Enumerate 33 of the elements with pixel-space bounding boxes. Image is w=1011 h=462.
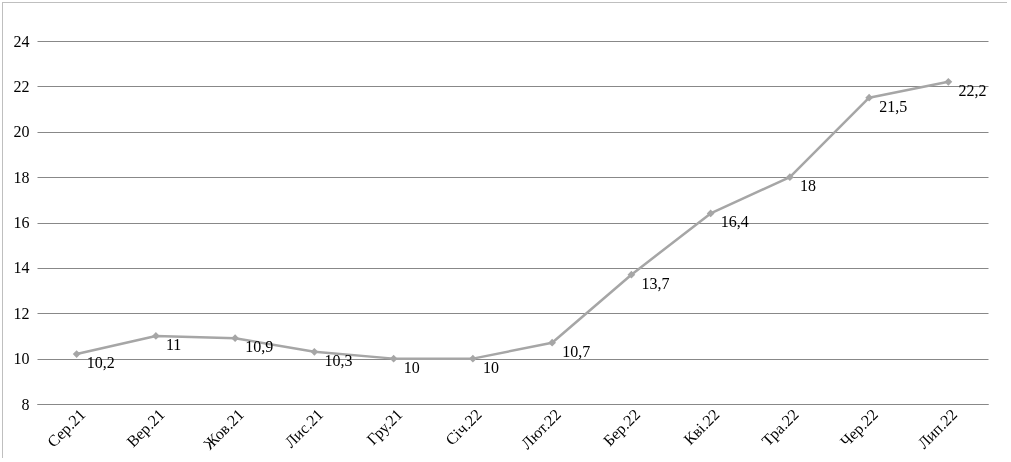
y-tick-label: 24	[13, 32, 30, 50]
point	[152, 332, 160, 340]
data-label: 10,9	[245, 338, 274, 356]
data-label: 21,5	[879, 97, 908, 115]
point	[469, 354, 477, 363]
point	[72, 350, 81, 358]
data-label: 18	[799, 177, 816, 195]
data-label: 10	[482, 358, 499, 376]
point	[865, 93, 873, 102]
y-tick-label: 8	[21, 395, 30, 413]
data-label: 10,2	[86, 354, 115, 372]
y-tick-label: 14	[13, 259, 30, 277]
point	[944, 77, 953, 86]
point	[389, 354, 398, 363]
data-label: 16,4	[720, 213, 749, 231]
y-tick-label: 12	[13, 304, 30, 322]
data-label: 11	[165, 335, 182, 353]
y-tick-label: 16	[13, 214, 30, 231]
data-label: 10,3	[324, 351, 353, 369]
point	[310, 347, 319, 356]
data-label: 13,7	[641, 274, 670, 292]
point	[548, 338, 556, 347]
y-tick-label: 10	[13, 350, 30, 368]
point	[786, 173, 794, 181]
y-tick-label: 22	[13, 77, 30, 95]
y-tick-label: 20	[13, 123, 30, 141]
y-tick-label: 18	[13, 168, 30, 186]
data-label: 10	[403, 358, 420, 376]
point	[627, 270, 636, 279]
data-label: 22,2	[958, 81, 987, 99]
point	[231, 334, 239, 343]
data-label: 10,7	[562, 342, 591, 360]
point	[706, 209, 715, 218]
